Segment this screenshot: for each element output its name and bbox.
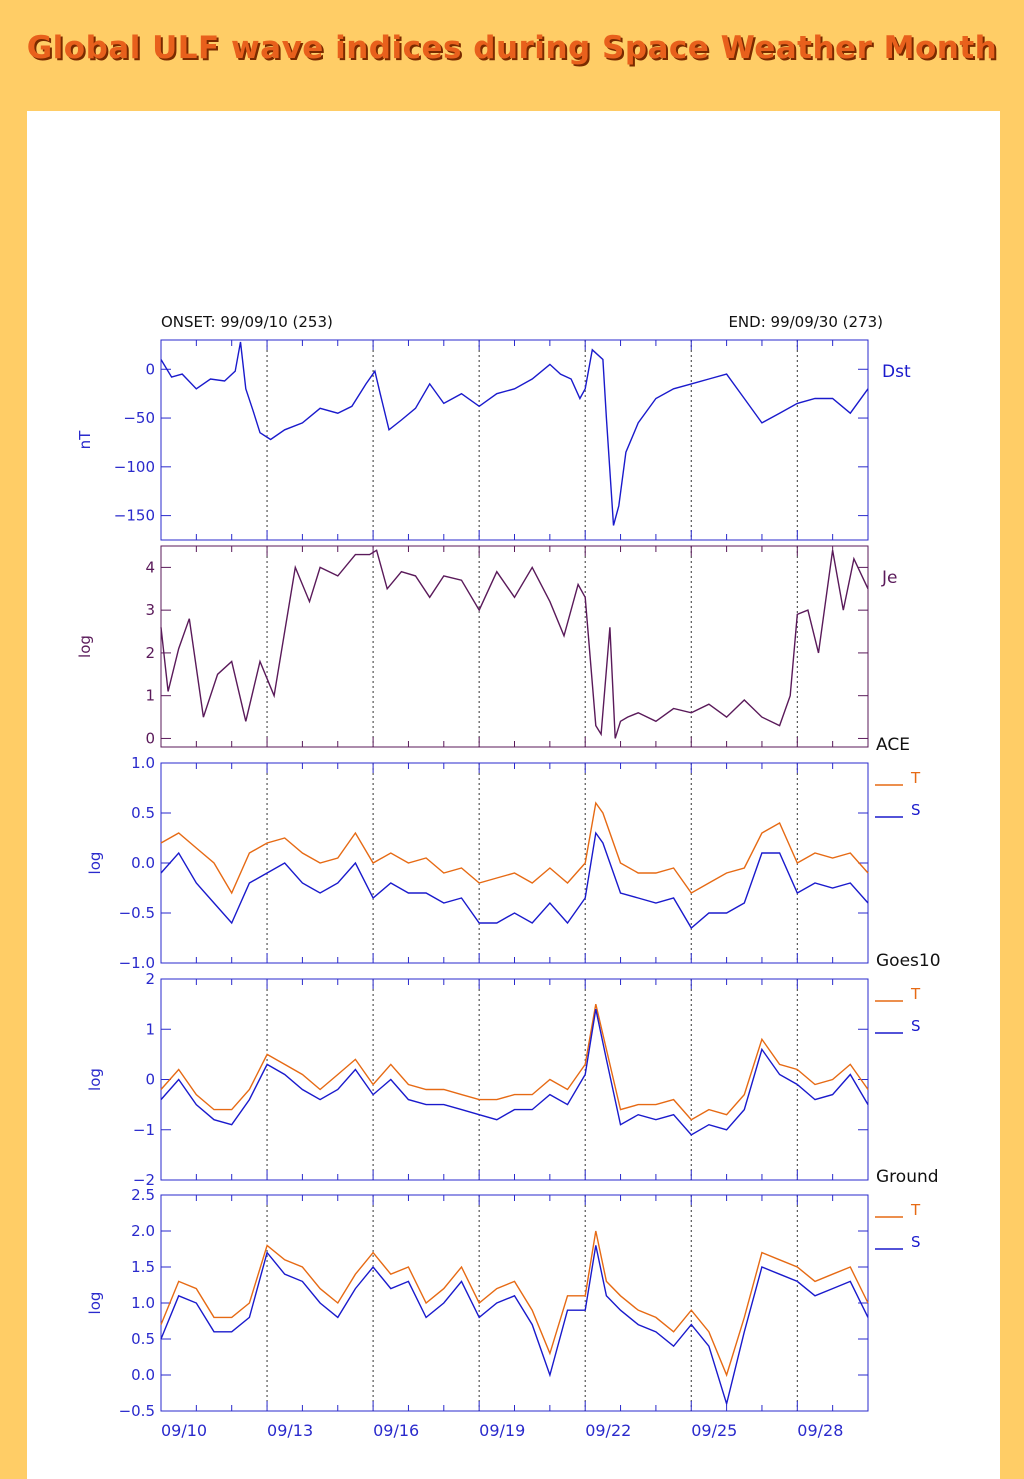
ground-ytick-label: −0.5: [119, 1402, 155, 1420]
ace-ylabel: log: [86, 852, 104, 875]
chart-figure: ONSET: 99/09/10 (253) END: 99/09/30 (273)…: [76, 313, 941, 1440]
goes10-legend-title: Goes10: [876, 951, 941, 971]
ground-ytick-label: 0.0: [131, 1366, 155, 1384]
ace-ytick-label: 1.0: [131, 754, 155, 772]
je-ytick-label: 4: [145, 558, 155, 576]
x-tick-label: 09/28: [797, 1421, 843, 1440]
x-tick-label: 09/25: [691, 1421, 737, 1440]
ace-series-s-line: [160, 831, 869, 930]
dst-ytick-label: −100: [114, 458, 155, 476]
goes10-legend-label-t: T: [910, 985, 921, 1003]
goes10-series-t-line: [160, 1003, 869, 1121]
ace-ytick-label: −0.5: [119, 904, 155, 922]
ground-legend-title: Ground: [876, 1167, 939, 1187]
je-ytick-label: 3: [145, 601, 155, 619]
je-ylabel: log: [76, 635, 94, 658]
je-legend-label: Je: [881, 568, 897, 588]
x-tick-label: 09/19: [479, 1421, 525, 1440]
ace-legend-title: ACE: [876, 735, 910, 755]
ace-ytick-label: 0.0: [131, 854, 155, 872]
ground-frame: [160, 1194, 869, 1412]
ace-ytick-label: 0.5: [131, 804, 155, 822]
goes10-legend-label-s: S: [911, 1017, 921, 1035]
ground-ytick-label: 1.5: [131, 1258, 155, 1276]
goes10-series-s-line: [160, 1008, 869, 1136]
dst-ytick-label: −150: [114, 507, 155, 525]
dst-series-dst-line: [160, 341, 869, 526]
goes10-ytick-label: −1: [133, 1121, 155, 1139]
dst-ytick-label: 0: [145, 360, 155, 378]
goes10-ytick-label: 2: [145, 970, 155, 988]
ground-series-t-line: [160, 1230, 869, 1378]
chart-panel: ONSET: 99/09/10 (253) END: 99/09/30 (273)…: [27, 111, 1000, 1479]
ground-ylabel: log: [86, 1292, 104, 1315]
x-tick-label: 09/16: [373, 1421, 419, 1440]
x-tick-label: 09/13: [267, 1421, 313, 1440]
ground-ytick-label: 2.5: [131, 1186, 155, 1204]
onset-label: ONSET: 99/09/10 (253): [161, 313, 333, 331]
je-ytick-label: 1: [145, 687, 155, 705]
ace-ytick-label: −1.0: [119, 954, 155, 972]
goes10-ylabel: log: [86, 1068, 104, 1091]
ace-legend-label-s: S: [911, 801, 921, 819]
ground-ytick-label: 0.5: [131, 1330, 155, 1348]
goes10-ytick-label: −2: [133, 1171, 155, 1189]
end-label: END: 99/09/30 (273): [728, 313, 883, 331]
je-series-je-line: [160, 549, 869, 739]
je-ytick-label: 0: [145, 729, 155, 747]
ground-legend-label-s: S: [911, 1233, 921, 1251]
ground-ytick-label: 1.0: [131, 1294, 155, 1312]
ground-ytick-label: 2.0: [131, 1222, 155, 1240]
dst-ytick-label: −50: [123, 409, 155, 427]
ace-series-t-line: [160, 801, 869, 895]
goes10-ytick-label: 0: [145, 1071, 155, 1089]
x-tick-label: 09/10: [161, 1421, 207, 1440]
ground-series-s-line: [160, 1245, 869, 1407]
page-title: Global ULF wave indices during Space Wea…: [26, 30, 998, 66]
dst-ylabel: nT: [76, 430, 94, 450]
ace-legend-label-t: T: [910, 769, 921, 787]
goes10-ytick-label: 1: [145, 1020, 155, 1038]
x-tick-label: 09/22: [585, 1421, 631, 1440]
je-ytick-label: 2: [145, 644, 155, 662]
dst-legend-label: Dst: [882, 362, 911, 382]
ground-legend-label-t: T: [910, 1201, 921, 1219]
